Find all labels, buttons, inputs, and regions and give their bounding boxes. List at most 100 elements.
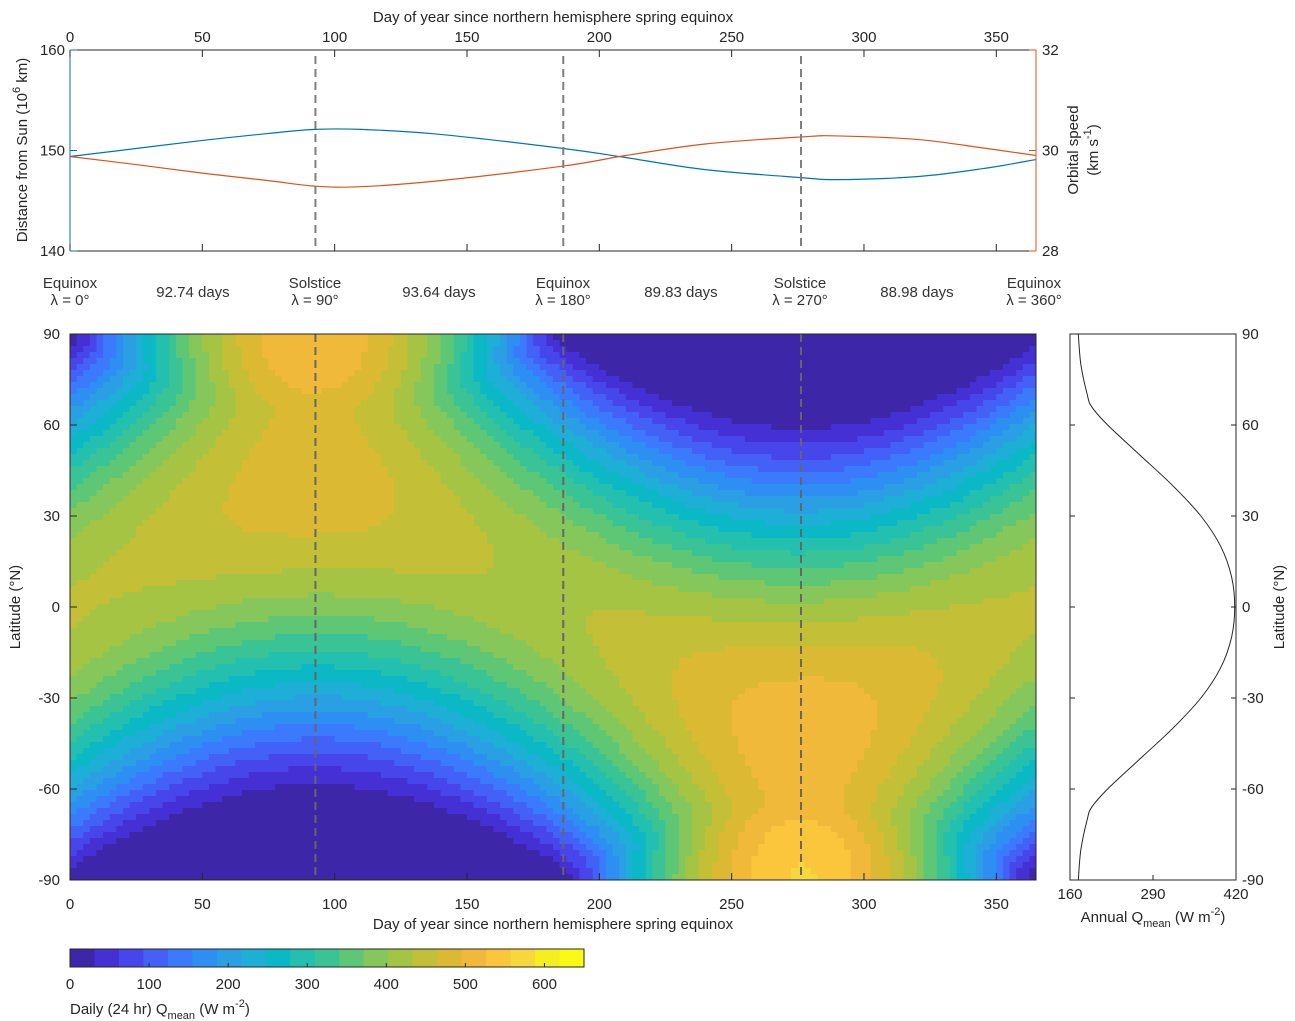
annual-mean-curve [1077, 333, 1236, 881]
heatmap-cell [936, 478, 964, 485]
heatmap-cell [685, 856, 700, 863]
heatmap-cell [394, 412, 422, 419]
heatmap-cell [830, 580, 931, 587]
heatmap-cell [678, 700, 733, 707]
heatmap-cell [916, 796, 938, 803]
heatmap-cell [705, 454, 772, 461]
heatmap-cell [473, 334, 488, 341]
heatmap-cell [983, 724, 1011, 731]
heatmap-cell [559, 694, 594, 701]
heatmap-cell [705, 796, 733, 803]
heatmap-cell [122, 448, 150, 455]
heatmap-cell [553, 856, 567, 863]
heatmap-cell [255, 442, 369, 449]
heatmap-cell [486, 340, 501, 347]
heatmap-cell [910, 850, 925, 857]
heatmap-cell [136, 400, 157, 407]
heatmap-cell [658, 790, 680, 797]
heatmap-cell [863, 754, 898, 761]
heatmap-cell [652, 850, 667, 857]
heatmap-cell [956, 718, 991, 725]
heatmap-cell [1002, 526, 1036, 533]
heatmap-cell [758, 784, 845, 791]
heatmap-cell [996, 838, 1011, 845]
heatmap-cell [844, 790, 878, 797]
heatmap-cell [374, 382, 402, 389]
heatmap-cell [400, 640, 468, 647]
heatmap-cell [427, 460, 461, 467]
heatmap-cell [156, 364, 170, 371]
heatmap-cell [1002, 376, 1024, 383]
heatmap-cell [519, 724, 547, 731]
heatmap-cell [1016, 736, 1036, 743]
heatmap-cell [109, 460, 137, 467]
heatmap-cell [784, 508, 819, 515]
heatmap-cell [513, 364, 528, 371]
heatmap-cell [903, 874, 918, 880]
heatmap-cell [367, 712, 428, 719]
heatmap-cell [1002, 664, 1036, 671]
heatmap-cell [963, 826, 978, 833]
heatmap-cell [473, 760, 501, 767]
event-label-2-name: Solstice [289, 275, 342, 292]
heatmap-cell [678, 484, 720, 491]
heatmap-cell [354, 418, 395, 425]
heatmap-cell [725, 790, 766, 797]
heatmap-cell [572, 808, 594, 815]
heatmap-cell [1009, 454, 1030, 461]
heatmap-cell [559, 538, 607, 545]
heatmap-cell [539, 850, 561, 857]
heatmap-cell [89, 472, 124, 479]
heatmap-cell [169, 340, 177, 347]
heatmap-cell [983, 868, 997, 875]
heatmap-cell [903, 850, 911, 857]
heatmap-cell [969, 568, 1036, 575]
heatmap-cell [665, 826, 680, 833]
heatmap-cell [711, 874, 733, 880]
heatmap-cell [169, 814, 468, 821]
speed-line [69, 135, 1037, 188]
heatmap-cell [109, 394, 124, 401]
heatmap-cell [453, 724, 488, 731]
heatmap-cell [678, 664, 938, 671]
colorbar-cell [363, 949, 389, 967]
heatmap-cell [83, 442, 111, 449]
heatmap-cell [1002, 730, 1024, 737]
heatmap-cell [70, 850, 78, 857]
heatmap-cell [76, 418, 98, 425]
heatmap-cell [731, 856, 753, 863]
heatmap-cell [116, 370, 131, 377]
heatmap-cell [572, 400, 594, 407]
heatmap-cell [949, 868, 958, 875]
heatmap-cell [235, 718, 395, 725]
heatmap-cell [169, 364, 184, 371]
heatmap-cell [910, 448, 944, 455]
heatmap-cell [599, 406, 627, 413]
heatmap-cell [698, 478, 753, 485]
heatmap-cell [182, 766, 217, 773]
heatmap-cell [586, 802, 600, 809]
heatmap-cell [235, 658, 402, 665]
heatmap-cell [943, 670, 997, 677]
heatmap-cell [711, 592, 878, 599]
heatmap-cell [473, 358, 488, 365]
heatmap-cell [764, 598, 825, 605]
heatmap-cell [169, 406, 190, 413]
heatmap-cell [1029, 706, 1036, 713]
heatmap-cell [142, 712, 177, 719]
heatmap-cell [890, 772, 918, 779]
heatmap-cell [361, 400, 395, 407]
heatmap-cell [202, 454, 250, 461]
heatmap-cell [586, 628, 1036, 635]
heatmap-cell [142, 676, 184, 683]
heatmap-cell [156, 790, 190, 797]
heatmap-cell [473, 664, 514, 671]
heatmap-cell [572, 520, 614, 527]
heatmap-cell [70, 412, 84, 419]
heatmap-cell [705, 538, 892, 545]
heatmap-cell [612, 454, 640, 461]
heatmap-cell [427, 340, 442, 347]
heatmap-cell [605, 370, 991, 377]
heatmap-cell [70, 658, 91, 665]
